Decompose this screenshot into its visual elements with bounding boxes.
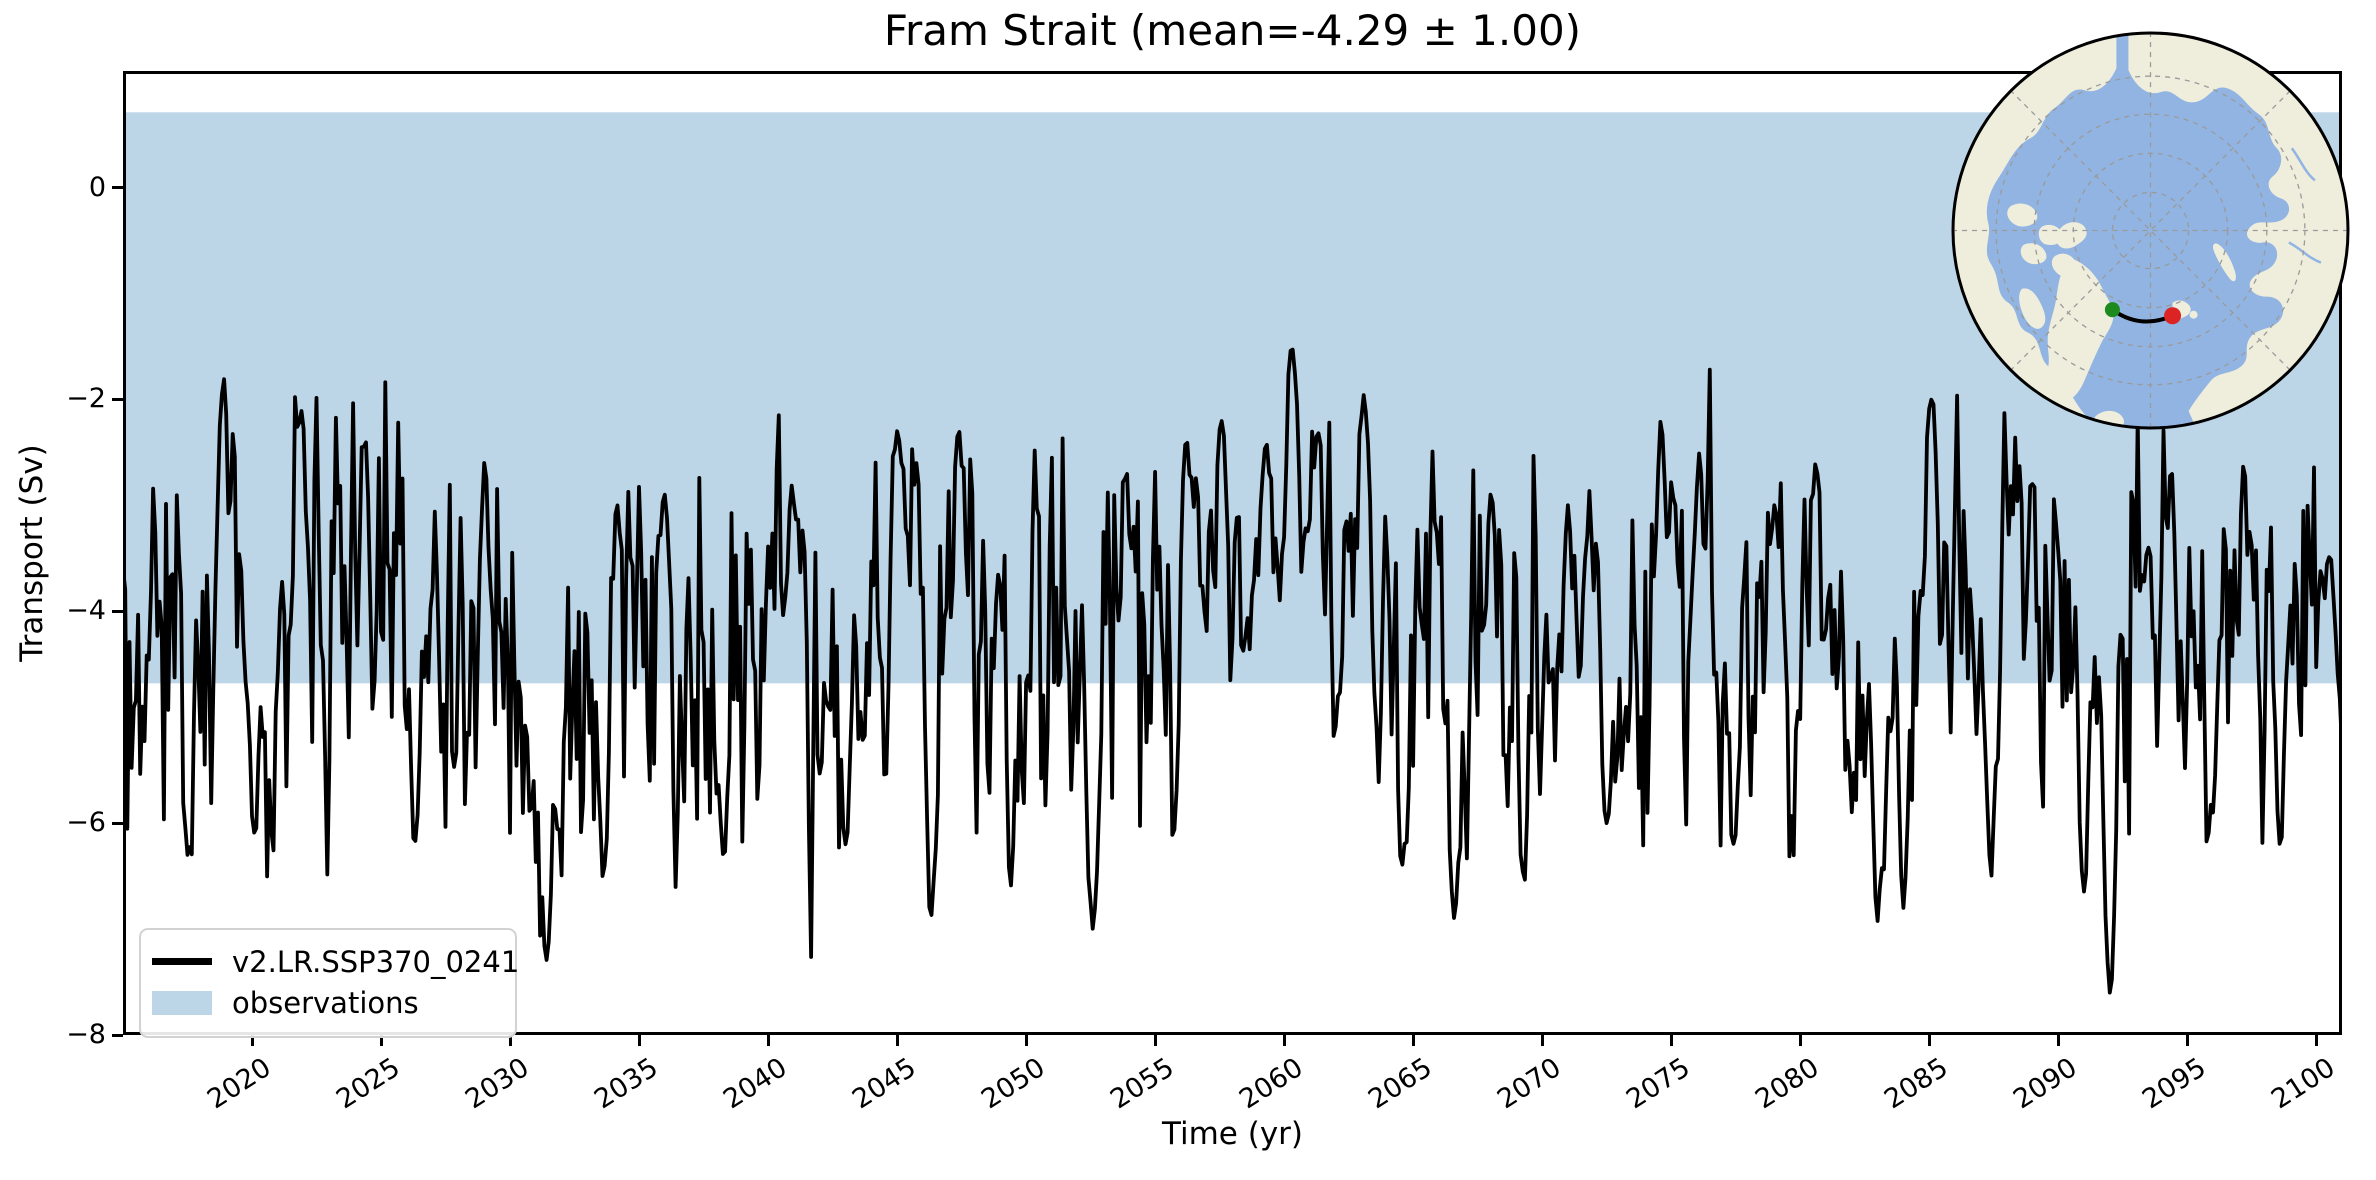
y-tick-label: −2	[66, 383, 106, 415]
legend-patch-swatch	[152, 990, 212, 1015]
x-tick-label: 2080	[1750, 1052, 1826, 1116]
legend-item-observations: observations	[152, 982, 504, 1023]
x-axis-label: Time (yr)	[1162, 1116, 1303, 1152]
y-tick-label: −4	[66, 595, 106, 627]
x-tick-label: 2050	[976, 1052, 1051, 1116]
graticule-lat-80	[2111, 191, 2190, 270]
map-island-arctic-2	[2051, 253, 2078, 277]
section-start-dot	[2104, 302, 2120, 318]
x-tick-label: 2035	[589, 1052, 664, 1116]
x-tick-mark	[2314, 1035, 2318, 1046]
legend-series-label: v2.LR.SSP370_0241	[232, 944, 520, 979]
x-tick-mark	[1411, 1035, 1415, 1046]
map-island-banks	[2007, 203, 2038, 227]
map-island-victoria	[2020, 243, 2047, 265]
x-tick-label: 2060	[1234, 1052, 1309, 1116]
x-tick-label: 2100	[2266, 1052, 2342, 1116]
x-tick-mark	[1540, 1035, 1544, 1046]
legend-item-series: v2.LR.SSP370_0241	[152, 941, 519, 982]
x-tick-label: 2025	[331, 1052, 406, 1116]
x-tick-label: 2040	[718, 1052, 793, 1116]
x-tick-mark	[1927, 1035, 1931, 1046]
y-tick-mark	[112, 609, 123, 613]
x-tick-mark	[766, 1035, 770, 1046]
x-tick-mark	[1798, 1035, 1802, 1046]
x-tick-mark	[1153, 1035, 1157, 1046]
y-tick-label: −8	[66, 1019, 106, 1050]
x-tick-label: 2085	[1879, 1052, 1955, 1116]
x-tick-label: 2070	[1492, 1052, 1568, 1116]
map-island-baffin	[2019, 288, 2046, 329]
y-tick-mark	[112, 186, 123, 190]
x-tick-mark	[250, 1035, 254, 1046]
map-island-novaya-zemlya	[2213, 243, 2236, 282]
x-tick-label: 2020	[202, 1052, 277, 1116]
x-tick-mark	[508, 1035, 512, 1046]
x-tick-label: 2090	[2008, 1052, 2084, 1116]
x-tick-mark	[2056, 1035, 2060, 1046]
map-border	[1951, 31, 2350, 430]
map-island-ellesmere	[2055, 222, 2087, 249]
x-tick-mark	[637, 1035, 641, 1046]
x-tick-mark	[2185, 1035, 2189, 1046]
x-tick-label: 2095	[2137, 1052, 2213, 1116]
map-graticule	[1952, 32, 2349, 429]
section-end-dot	[2164, 307, 2182, 325]
x-tick-mark	[1669, 1035, 1673, 1046]
legend: v2.LR.SSP370_0241 observations	[139, 928, 519, 1038]
map-land-greenland	[2047, 258, 2114, 401]
y-tick-mark	[112, 821, 123, 825]
x-tick-label: 2045	[847, 1052, 922, 1116]
x-tick-label: 2075	[1621, 1052, 1697, 1116]
x-tick-mark	[1024, 1035, 1028, 1046]
legend-observations-label: observations	[232, 985, 419, 1020]
y-tick-mark	[112, 397, 123, 401]
chart-title: Fram Strait (mean=-4.29 ± 1.00)	[883, 6, 1582, 55]
y-tick-label: −6	[66, 807, 106, 839]
x-tick-mark	[1282, 1035, 1286, 1046]
y-tick-label: 0	[88, 171, 106, 203]
inset-map	[1951, 31, 2350, 430]
x-tick-mark	[379, 1035, 383, 1046]
legend-line-swatch	[152, 958, 212, 965]
x-tick-label: 2065	[1363, 1052, 1439, 1116]
map-island-svalbard-east	[2189, 310, 2198, 319]
x-tick-label: 2055	[1105, 1052, 1180, 1116]
x-tick-mark	[895, 1035, 899, 1046]
map-rivers	[2288, 147, 2322, 264]
transport-series-line	[123, 347, 2342, 995]
x-tick-label: 2030	[460, 1052, 535, 1116]
y-tick-mark	[112, 1033, 123, 1037]
